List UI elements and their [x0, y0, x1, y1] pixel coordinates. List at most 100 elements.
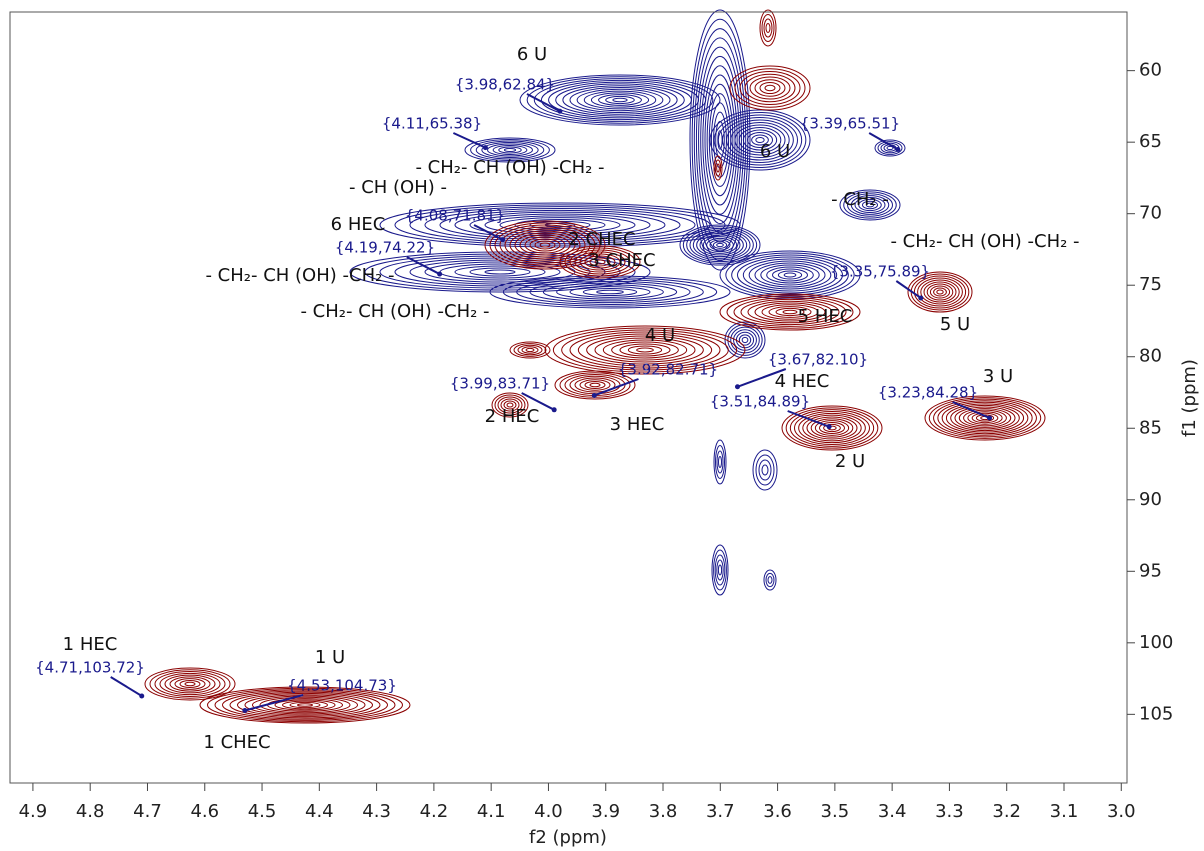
peak-marker	[552, 407, 557, 412]
contour-line	[556, 84, 685, 116]
contour-line	[730, 66, 810, 110]
assignment-label: - CH (OH) -	[349, 177, 447, 198]
x-tick-label: 3.8	[649, 801, 678, 822]
contour-line	[563, 86, 677, 115]
assignment-label: 6 U	[517, 44, 547, 65]
y-tick-label: 100	[1139, 632, 1173, 653]
contour-line	[637, 348, 654, 352]
contour-line	[760, 83, 780, 94]
assignment-label: 3 U	[983, 366, 1013, 387]
assignment-label: 1 HEC	[63, 634, 118, 655]
peak-marker	[500, 237, 505, 242]
assignment-label: 5 U	[940, 314, 970, 335]
peak-marker	[895, 147, 900, 152]
contour-line	[717, 560, 723, 580]
contour-line	[717, 164, 720, 172]
peak-marker	[437, 272, 442, 277]
assignment-label: 2 CHEC	[568, 229, 635, 250]
contour-line	[762, 465, 768, 475]
x-tick-label: 3.3	[935, 801, 964, 822]
contour-line	[738, 257, 843, 293]
assignment-label: 6 HEC	[331, 214, 386, 235]
assignment-label: 4 U	[645, 325, 675, 346]
contour-line	[485, 270, 515, 274]
x-tick-label: 4.0	[534, 801, 563, 822]
contour-line	[522, 347, 538, 353]
contour-line	[783, 310, 797, 314]
contour-line	[799, 413, 866, 442]
y-tick-label: 80	[1139, 346, 1162, 367]
peak-label: {4.53,104.73}	[287, 677, 397, 695]
contour-line	[290, 702, 320, 707]
y-tick-label: 105	[1139, 703, 1173, 724]
assignment-label: 4 HEC	[775, 371, 830, 392]
assignment-label: 2 U	[835, 451, 865, 472]
contour-line	[165, 675, 215, 693]
contour-line	[694, 29, 745, 252]
peak-label: {3.99,83.71}	[450, 375, 550, 393]
contour-line	[613, 98, 627, 102]
peak-leader	[869, 133, 898, 149]
x-tick-label: 3.9	[591, 801, 620, 822]
contour-line	[570, 376, 620, 394]
peak-label: {3.51,84.89}	[710, 393, 810, 411]
peak-label: {4.19,74.22}	[335, 239, 435, 257]
assignment-label: 3 CHEC	[588, 250, 655, 271]
contour-line	[680, 225, 760, 265]
contour-line	[745, 74, 795, 102]
contour-line	[185, 682, 195, 686]
contour-line	[526, 348, 534, 351]
y-axis-label: f1 (ppm)	[1179, 359, 1200, 437]
peak-label: {3.39,65.51}	[800, 115, 900, 133]
assignment-label: - CH₂- CH (OH) -CH₂ -	[415, 157, 604, 178]
assignment-label: 1 U	[315, 647, 345, 668]
peak-marker	[483, 145, 488, 150]
contour-line	[951, 405, 1020, 430]
contour-line	[765, 85, 775, 91]
contour-line	[597, 290, 624, 294]
contour-line	[298, 704, 313, 707]
contour-line	[766, 24, 770, 33]
assignment-label: 6 U	[760, 141, 790, 162]
assignment-label: - CH₂- CH (OH) -CH₂ -	[300, 301, 489, 322]
contour-line	[778, 271, 801, 279]
contour-line	[499, 147, 522, 153]
chart: f2 (ppm) f1 (ppm) 4.94.84.74.64.54.44.34…	[0, 0, 1204, 851]
x-tick-label: 4.4	[305, 801, 334, 822]
x-tick-label: 3.6	[763, 801, 792, 822]
contour-line	[914, 276, 965, 308]
contours	[145, 10, 1045, 723]
contour-line	[470, 268, 530, 276]
y-tick-label: 65	[1139, 131, 1162, 152]
y-tick-label: 60	[1139, 60, 1162, 81]
y-tick-label: 70	[1139, 203, 1162, 224]
contour-line	[740, 72, 800, 105]
contour-line	[701, 56, 740, 223]
contour-line	[703, 237, 736, 254]
contour-line	[590, 383, 600, 387]
peak-marker	[592, 393, 597, 398]
contour-line	[718, 565, 721, 575]
assignment-label: - CH₂- CH (OH) -CH₂ -	[890, 231, 1079, 252]
contour-line	[782, 406, 882, 450]
contour-line	[585, 382, 605, 389]
contour-line	[180, 680, 200, 687]
contour-line	[541, 80, 698, 119]
assignment-label: 1 CHEC	[203, 732, 270, 753]
peak-marker	[139, 694, 144, 699]
contour-line	[937, 290, 943, 294]
contour-line	[750, 77, 790, 99]
contour-line	[795, 412, 870, 445]
contour-line	[606, 96, 635, 103]
contour-line	[717, 243, 724, 246]
peak-leader	[111, 677, 142, 696]
contour-line	[766, 573, 774, 586]
x-tick-label: 3.4	[878, 801, 907, 822]
contour-line	[934, 288, 947, 296]
peak-label: {3.35,75.89}	[830, 263, 930, 281]
contour-line	[784, 273, 796, 277]
y-tick-label: 95	[1139, 560, 1162, 581]
peak-label: {4.11,65.38}	[382, 115, 482, 133]
x-tick-label: 4.8	[76, 801, 105, 822]
peak-marker	[735, 384, 740, 389]
